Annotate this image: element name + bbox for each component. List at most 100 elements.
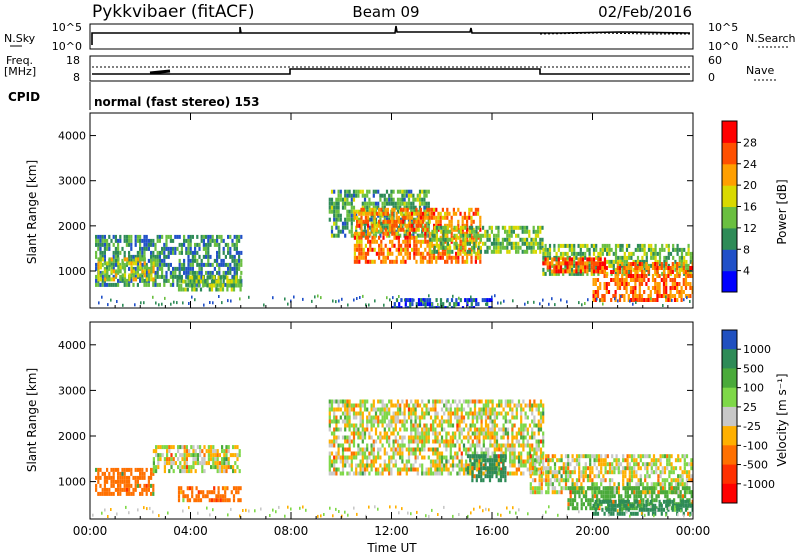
heatmap-cell	[662, 286, 666, 290]
heatmap-cell	[203, 453, 206, 458]
heatmap-cell	[517, 233, 520, 238]
heatmap-cell	[478, 443, 481, 448]
heatmap-cell	[95, 467, 98, 472]
heatmap-cell	[491, 443, 494, 448]
heatmap-cell	[223, 465, 226, 470]
heatmap-cell	[488, 233, 491, 238]
heatmap-cell	[424, 247, 427, 252]
heatmap-cell	[668, 490, 671, 495]
heatmap-cell	[218, 242, 221, 247]
heatmap-cell	[643, 251, 646, 256]
heatmap-cell	[414, 447, 417, 452]
heatmap-cell	[420, 298, 423, 303]
heatmap-cell	[170, 302, 172, 306]
heatmap-cell	[603, 257, 607, 262]
heatmap-cell	[590, 257, 593, 262]
heatmap-cell	[482, 471, 485, 476]
heatmap-cell	[406, 255, 409, 260]
heatmap-cell	[180, 266, 183, 271]
heatmap-cell	[421, 439, 424, 444]
heatmap-cell	[586, 271, 589, 276]
heatmap-cell	[544, 257, 547, 262]
heatmap-cell	[330, 201, 334, 206]
heatmap-cell	[210, 457, 213, 462]
heatmap-cell	[163, 461, 166, 466]
heatmap-cell	[590, 271, 593, 276]
heatmap-cell	[409, 306, 412, 308]
heatmap-cell	[673, 282, 677, 286]
heatmap-cell	[412, 423, 415, 428]
heatmap-cell	[517, 399, 521, 404]
heatmap-cell	[396, 197, 400, 202]
heatmap-cell	[469, 423, 472, 428]
heatmap-cell	[382, 235, 385, 240]
heatmap-cell	[183, 258, 186, 263]
heatmap-cell	[464, 298, 467, 303]
heatmap-cell	[328, 205, 331, 210]
heatmap-cell	[592, 265, 596, 270]
heatmap-cell	[469, 427, 472, 432]
heatmap-cell	[233, 234, 236, 239]
heatmap-cell	[454, 435, 457, 440]
heatmap-cell	[429, 427, 433, 432]
heatmap-cell	[674, 466, 678, 471]
heatmap-cell	[435, 233, 438, 238]
heatmap-cell	[612, 259, 615, 264]
heatmap-cell	[405, 467, 408, 472]
heatmap-cell	[685, 251, 688, 256]
heatmap-cell	[224, 262, 227, 267]
heatmap-cell	[112, 277, 116, 282]
heatmap-cell	[493, 454, 496, 459]
heatmap-cell	[602, 302, 604, 306]
heatmap-cell	[112, 483, 115, 488]
heatmap-cell	[404, 298, 406, 302]
heatmap-cell	[333, 407, 336, 412]
heatmap-cell	[581, 261, 585, 266]
heatmap-cell	[466, 466, 470, 471]
heatmap-cell	[216, 258, 219, 263]
heatmap-cell	[486, 302, 489, 307]
heatmap-cell	[537, 403, 540, 408]
heatmap-cell	[344, 463, 347, 468]
heatmap-cell	[367, 215, 370, 220]
heatmap-cell	[110, 475, 113, 480]
heatmap-cell	[551, 470, 554, 475]
heatmap-cell	[99, 282, 102, 287]
heatmap-cell	[683, 298, 685, 302]
heatmap-cell	[361, 399, 364, 404]
heatmap-cell	[471, 415, 474, 420]
heatmap-cell	[99, 246, 102, 251]
heatmap-cell	[434, 459, 437, 464]
heatmap-cell	[449, 447, 452, 452]
heatmap-cell	[143, 269, 146, 274]
heatmap-cell	[210, 453, 213, 458]
heatmap-cell	[205, 270, 208, 275]
heatmap-cell	[467, 411, 470, 416]
heatmap-cell	[445, 419, 448, 424]
heatmap-cell	[352, 439, 356, 444]
heatmap-cell	[553, 454, 557, 459]
heatmap-cell	[468, 229, 471, 234]
heatmap-cell	[361, 193, 364, 198]
heatmap-cell	[443, 463, 446, 468]
heatmap-cell	[217, 486, 220, 491]
heatmap-cell	[623, 282, 626, 286]
heatmap-cell	[408, 239, 411, 244]
heatmap-cell	[233, 258, 236, 263]
heatmap-cell	[207, 246, 210, 251]
heatmap-cell	[531, 454, 535, 459]
heatmap-cell	[381, 209, 384, 214]
heatmap-cell	[471, 439, 474, 444]
heatmap-cell	[475, 233, 478, 238]
heatmap-cell	[498, 399, 501, 404]
heatmap-cell	[402, 219, 405, 224]
heatmap-cell	[438, 431, 441, 436]
heatmap-cell	[378, 243, 381, 248]
heatmap-cell	[588, 267, 591, 272]
heatmap-cell	[615, 466, 618, 471]
heatmap-cell	[450, 306, 454, 308]
heatmap-cell	[434, 439, 437, 444]
heatmap-cell	[635, 301, 637, 304]
heatmap-cell	[562, 486, 565, 491]
